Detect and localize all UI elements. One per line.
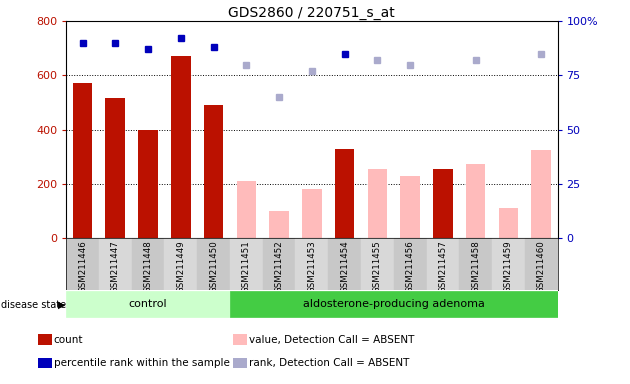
Text: GSM211452: GSM211452 — [275, 241, 284, 293]
Bar — [132, 238, 164, 290]
Text: percentile rank within the sample: percentile rank within the sample — [54, 358, 229, 368]
Text: count: count — [54, 335, 83, 345]
Bar — [203, 105, 224, 238]
Bar — [328, 238, 361, 290]
Text: rank, Detection Call = ABSENT: rank, Detection Call = ABSENT — [249, 358, 410, 368]
Bar — [302, 189, 322, 238]
Bar — [361, 238, 394, 290]
Text: aldosterone-producing adenoma: aldosterone-producing adenoma — [303, 299, 484, 310]
Text: GSM211454: GSM211454 — [340, 241, 349, 293]
Text: GSM211459: GSM211459 — [504, 241, 513, 293]
Bar — [105, 98, 125, 238]
Bar — [66, 238, 99, 290]
Text: GSM211447: GSM211447 — [111, 241, 120, 293]
Bar — [400, 176, 420, 238]
Bar — [531, 150, 551, 238]
Bar — [335, 149, 355, 238]
Text: GSM211453: GSM211453 — [307, 241, 316, 293]
Bar — [367, 169, 387, 238]
Text: disease state: disease state — [1, 300, 66, 310]
Bar — [171, 56, 191, 238]
Bar — [459, 238, 492, 290]
Bar — [230, 238, 263, 290]
Text: ▶: ▶ — [58, 300, 66, 310]
Text: GSM211451: GSM211451 — [242, 241, 251, 293]
Text: GSM211446: GSM211446 — [78, 241, 87, 293]
Bar — [197, 238, 230, 290]
Bar — [498, 208, 518, 238]
Bar — [72, 83, 93, 238]
Text: GSM211460: GSM211460 — [537, 241, 546, 293]
Text: GSM211449: GSM211449 — [176, 241, 185, 293]
Bar — [433, 169, 453, 238]
Text: value, Detection Call = ABSENT: value, Detection Call = ABSENT — [249, 335, 415, 345]
Bar — [138, 129, 158, 238]
Bar — [427, 238, 459, 290]
Text: GSM211456: GSM211456 — [406, 241, 415, 293]
Text: GSM211455: GSM211455 — [373, 241, 382, 293]
Bar — [230, 291, 558, 317]
Bar — [525, 238, 558, 290]
Bar — [492, 238, 525, 290]
Bar — [263, 238, 295, 290]
Title: GDS2860 / 220751_s_at: GDS2860 / 220751_s_at — [229, 6, 395, 20]
Bar — [394, 238, 427, 290]
Bar — [236, 181, 256, 238]
Text: GSM211457: GSM211457 — [438, 241, 447, 293]
Bar — [466, 164, 486, 238]
Bar — [269, 211, 289, 238]
Text: GSM211448: GSM211448 — [144, 241, 152, 293]
Text: control: control — [129, 299, 168, 310]
Bar — [295, 238, 328, 290]
Text: GSM211458: GSM211458 — [471, 241, 480, 293]
Bar — [66, 291, 230, 317]
Bar — [164, 238, 197, 290]
Text: GSM211450: GSM211450 — [209, 241, 218, 293]
Bar — [99, 238, 132, 290]
